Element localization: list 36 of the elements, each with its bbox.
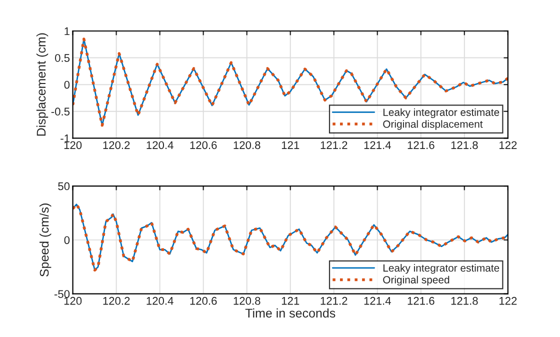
x-tick-label: 120 bbox=[64, 296, 82, 305]
x-axis-title: Time in seconds bbox=[245, 308, 336, 318]
y-tick-label: 0 bbox=[64, 80, 70, 89]
x-tick-label: 121.6 bbox=[408, 296, 434, 305]
y-tick-label: -0.5 bbox=[51, 108, 70, 116]
x-tick-label: 121.4 bbox=[364, 296, 391, 305]
legend-label: Leaky integrator estimate bbox=[383, 108, 500, 118]
y-axis-title: Displacement (cm) bbox=[36, 33, 48, 136]
x-tick-label: 120.6 bbox=[190, 296, 217, 305]
x-tick-label: 122 bbox=[500, 141, 517, 149]
x-tick-label: 120.6 bbox=[190, 141, 217, 150]
x-tick-label: 121 bbox=[282, 141, 300, 149]
x-tick-label: 120 bbox=[64, 141, 82, 150]
x-tick-label: 122 bbox=[500, 296, 517, 305]
y-tick-label: 0 bbox=[64, 236, 70, 244]
x-tick-label: 121.2 bbox=[320, 141, 348, 149]
x-tick-label: 121.8 bbox=[451, 141, 478, 150]
x-tick-label: 121.6 bbox=[408, 141, 434, 150]
x-tick-label: 120.8 bbox=[234, 296, 260, 305]
x-tick-label: 120.2 bbox=[103, 296, 130, 305]
x-tick-label: 120.2 bbox=[103, 141, 130, 150]
x-tick-label: 121.8 bbox=[451, 296, 478, 305]
legend-label: Original speed bbox=[383, 276, 450, 286]
legend-label: Original displacement bbox=[383, 120, 483, 130]
y-tick-label: 50 bbox=[58, 182, 70, 190]
legend-label: Leaky integrator estimate bbox=[383, 264, 500, 274]
x-tick-label: 121.4 bbox=[364, 141, 391, 149]
x-tick-label: 121.2 bbox=[320, 296, 348, 305]
x-tick-label: 121 bbox=[282, 296, 300, 305]
y-tick-label: 0.5 bbox=[55, 54, 70, 62]
y-axis-title: Speed (cm/s) bbox=[40, 204, 52, 277]
x-tick-label: 120.4 bbox=[146, 141, 174, 150]
x-tick-label: 120.8 bbox=[234, 141, 260, 150]
x-tick-label: 120.4 bbox=[146, 296, 174, 305]
y-tick-label: 1 bbox=[64, 27, 70, 36]
y-tick-label: -50 bbox=[54, 290, 70, 298]
